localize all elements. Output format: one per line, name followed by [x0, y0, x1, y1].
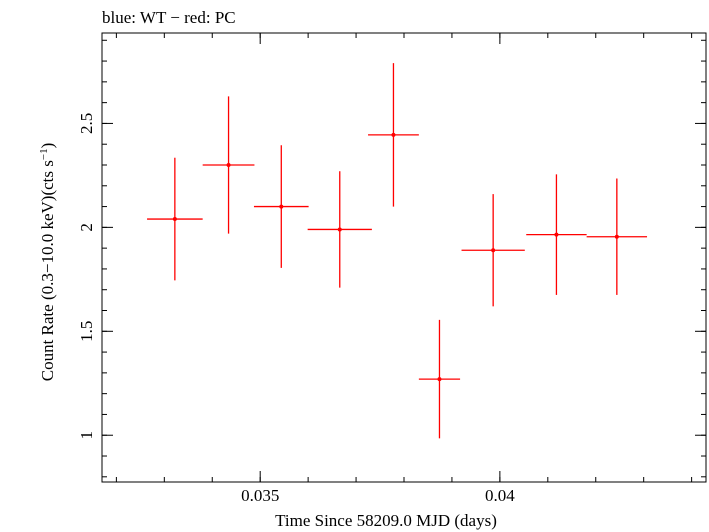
data-point: [202, 96, 255, 234]
data-point: [586, 178, 648, 295]
y-tick-label: 2.5: [77, 113, 96, 134]
data-point: [461, 194, 525, 307]
data-marker: [226, 162, 231, 167]
y-axis-label: Count Rate (0.3−10.0 keV)(cts s−1): [38, 143, 57, 382]
chart-title: blue: WT − red: PC: [102, 8, 236, 27]
data-point: [307, 171, 372, 288]
data-marker: [614, 234, 619, 239]
x-tick-label: 0.04: [485, 486, 515, 505]
axis-ticks: [102, 33, 706, 482]
data-marker: [172, 217, 177, 222]
x-axis-label: Time Since 58209.0 MJD (days): [275, 511, 497, 530]
x-tick-labels: 0.035 0.04: [241, 486, 515, 505]
data-marker: [391, 132, 396, 137]
data-marker: [437, 377, 442, 382]
data-point: [526, 174, 587, 295]
x-tick-label: 0.035: [241, 486, 279, 505]
data-marker: [337, 227, 342, 232]
data-point: [368, 63, 419, 207]
data-series-pc: [147, 63, 648, 439]
y-axis-label-close: ): [38, 143, 57, 149]
y-axis-label-exponent: −1: [38, 148, 50, 160]
data-marker: [491, 248, 496, 253]
y-tick-labels: 1 1.5 2 2.5: [77, 113, 96, 440]
data-point: [253, 145, 309, 268]
y-tick-label: 1: [77, 431, 96, 440]
y-tick-label: 1.5: [77, 321, 96, 342]
data-marker: [279, 204, 284, 209]
y-axis-label-main: Count Rate (0.3−10.0 keV)(cts s: [38, 160, 57, 381]
data-point: [147, 157, 203, 281]
y-tick-label: 2: [77, 223, 96, 232]
data-marker: [554, 232, 559, 237]
plot-frame: [101, 32, 707, 483]
data-point: [418, 319, 461, 439]
